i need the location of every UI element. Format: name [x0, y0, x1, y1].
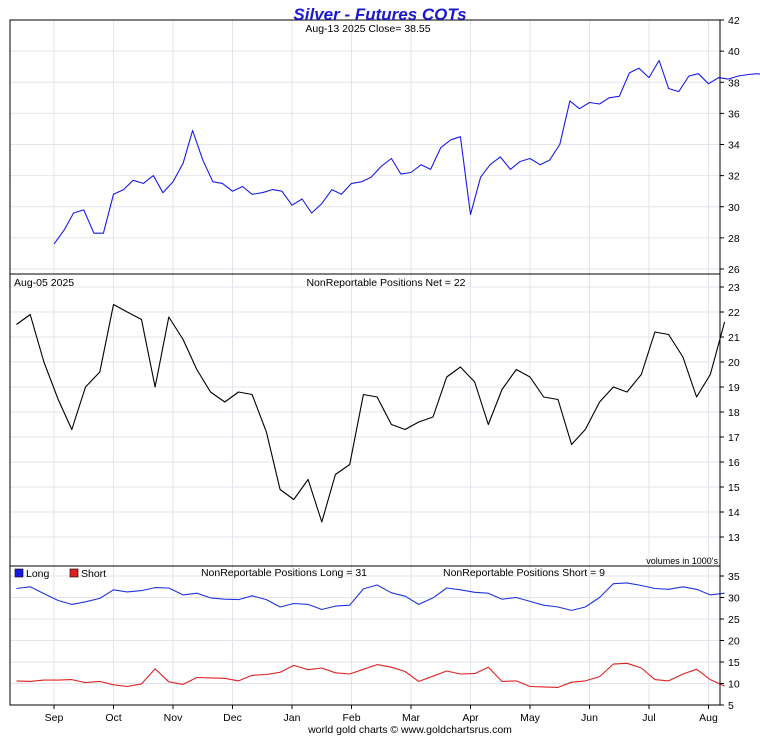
chart-title: Silver - Futures COTs	[293, 5, 466, 24]
y-tick-label: 22	[728, 307, 740, 319]
y-tick-label: 28	[728, 233, 740, 245]
legend-long-label: Long	[26, 568, 50, 580]
x-tick-label: Mar	[402, 712, 421, 724]
y-tick-label: 15	[728, 657, 740, 669]
y-tick-label: 40	[728, 46, 740, 58]
x-tick-label: Dec	[223, 712, 242, 724]
y-tick-label: 10	[728, 679, 740, 691]
y-tick-label: 5	[728, 700, 734, 712]
x-tick-label: Feb	[342, 712, 360, 724]
x-tick-label: Nov	[164, 712, 183, 724]
x-tick-label: May	[520, 712, 541, 724]
y-tick-label: 30	[728, 202, 740, 214]
chart-subtitle: Aug-13 2025 Close= 38.55	[305, 23, 430, 35]
x-tick-label: Oct	[105, 712, 121, 724]
y-tick-label: 18	[728, 407, 740, 419]
net-date-label: Aug-05 2025	[14, 277, 74, 289]
volumes-note: volumes in 1000's	[646, 556, 718, 566]
y-tick-label: 26	[728, 264, 740, 276]
y-tick-label: 13	[728, 532, 740, 544]
x-tick-label: Jan	[284, 712, 301, 724]
y-tick-label: 16	[728, 457, 740, 469]
y-tick-label: 21	[728, 332, 740, 344]
y-tick-label: 19	[728, 382, 740, 394]
y-tick-label: 15	[728, 482, 740, 494]
x-tick-label: Sep	[45, 712, 64, 724]
y-tick-label: 23	[728, 282, 740, 294]
y-tick-label: 20	[728, 357, 740, 369]
x-tick-label: Jul	[642, 712, 655, 724]
y-tick-label: 42	[728, 15, 740, 27]
legend-long-swatch	[15, 569, 23, 577]
y-tick-label: 34	[728, 140, 740, 152]
y-tick-label: 25	[728, 614, 740, 626]
x-tick-label: Apr	[462, 712, 479, 724]
x-tick-label: Jun	[581, 712, 598, 724]
y-tick-label: 20	[728, 636, 740, 648]
footer-credit: world gold charts © www.goldchartsrus.co…	[307, 724, 512, 735]
y-tick-label: 35	[728, 571, 740, 583]
y-tick-label: 38	[728, 77, 740, 89]
short-panel-title: NonReportable Positions Short = 9	[443, 567, 605, 579]
y-tick-label: 36	[728, 108, 740, 120]
y-tick-label: 14	[728, 507, 740, 519]
legend-short-swatch	[70, 569, 78, 577]
y-tick-label: 32	[728, 171, 740, 183]
y-tick-label: 17	[728, 432, 740, 444]
y-tick-label: 30	[728, 593, 740, 605]
x-tick-label: Aug	[699, 712, 718, 724]
legend-short-label: Short	[81, 568, 106, 580]
long-panel-title: NonReportable Positions Long = 31	[201, 567, 367, 579]
net-panel-title: NonReportable Positions Net = 22	[306, 277, 465, 289]
